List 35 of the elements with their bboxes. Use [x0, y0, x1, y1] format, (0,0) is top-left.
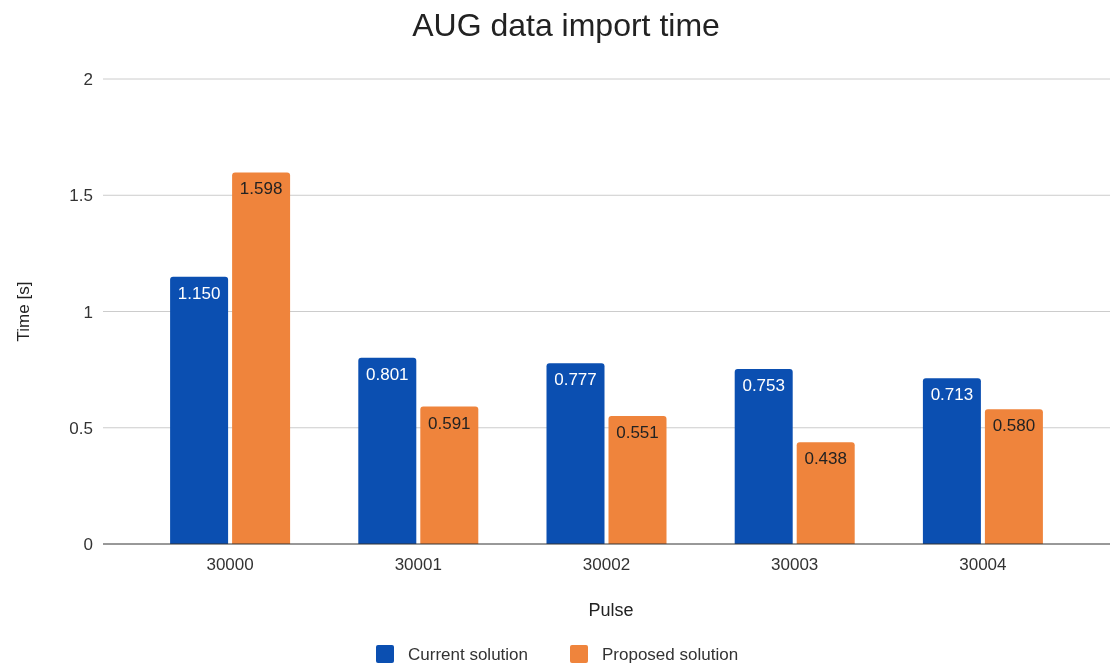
data-label: 0.801 [366, 364, 409, 384]
bar [420, 406, 479, 544]
bar [734, 368, 793, 544]
data-label: 1.598 [239, 179, 283, 199]
bar [796, 442, 855, 544]
y-tick-label: 0 [83, 535, 93, 554]
bar [546, 363, 605, 544]
chart-title: AUG data import time [412, 7, 720, 43]
y-tick-label: 0.5 [69, 418, 93, 438]
bar [922, 378, 981, 544]
data-label: 0.591 [428, 413, 471, 433]
bar [232, 172, 291, 544]
legend-label: Proposed solution [602, 645, 739, 663]
data-label: 0.438 [804, 449, 847, 469]
x-tick-label: 30003 [771, 555, 819, 574]
bar [608, 415, 667, 544]
data-label: 0.580 [992, 416, 1036, 436]
data-label: 0.777 [554, 370, 597, 390]
bar [984, 409, 1043, 544]
data-label: 0.713 [930, 385, 974, 405]
bar [358, 357, 417, 544]
data-label: 1.150 [177, 283, 221, 303]
data-label: 0.551 [616, 422, 659, 442]
legend-label: Current solution [408, 645, 529, 663]
x-tick-label: 30004 [959, 555, 1007, 574]
y-tick-label: 1.5 [69, 186, 93, 206]
y-tick-label: 1 [83, 302, 93, 322]
bar [170, 276, 229, 544]
y-tick-label: 2 [83, 70, 93, 89]
data-label: 0.753 [742, 375, 785, 395]
x-axis-title: Pulse [588, 600, 634, 620]
x-tick-label: 30001 [394, 555, 442, 574]
y-axis-title: Time [s] [14, 281, 33, 342]
x-tick-label: 30000 [206, 555, 254, 574]
x-tick-label: 30002 [582, 555, 631, 574]
